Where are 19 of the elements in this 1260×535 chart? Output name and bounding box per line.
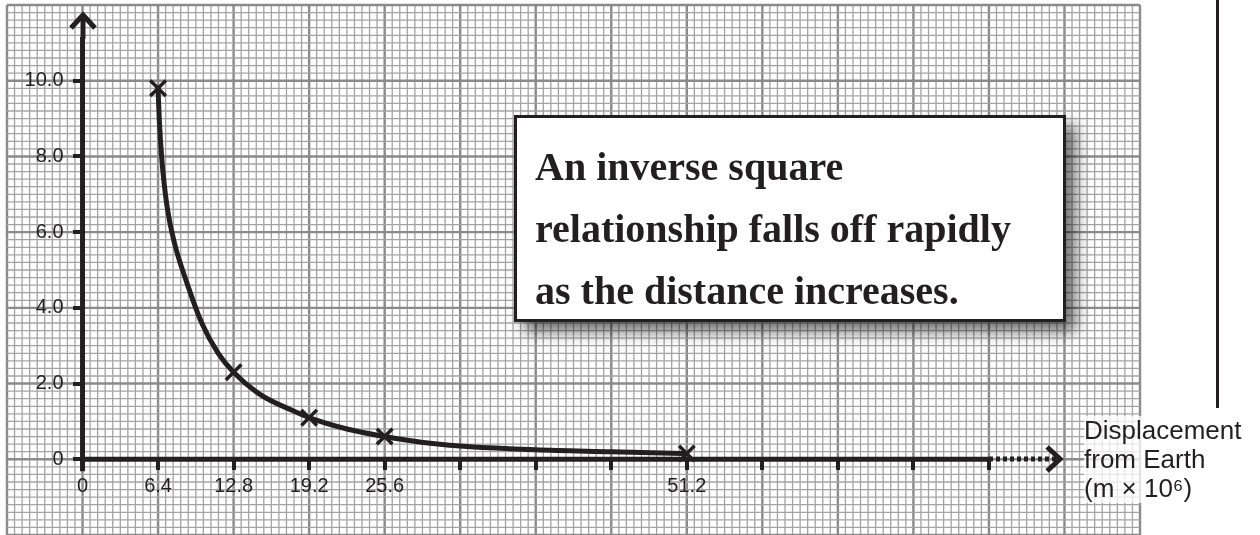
y-tick-label: 4.0 xyxy=(35,295,64,318)
x-tick-label: 6.4 xyxy=(144,473,172,496)
y-tick-label: 0 xyxy=(52,446,64,469)
y-tick-label: 8.0 xyxy=(35,143,64,166)
x-tick-label: 51.2 xyxy=(667,473,707,496)
y-tick-label: 6.0 xyxy=(35,219,64,242)
point xyxy=(148,78,168,98)
point xyxy=(375,427,395,447)
annotation: An inverse square relationship falls off rapidly as the distance increases. xyxy=(514,115,1066,322)
x-tick-label: 25.6 xyxy=(365,473,405,496)
point xyxy=(299,408,319,428)
x-tick-label: 0 xyxy=(76,473,89,496)
point xyxy=(224,362,244,382)
y-tick-label: 2.0 xyxy=(35,371,64,394)
x-tick-label: 19.2 xyxy=(289,473,329,496)
point xyxy=(677,444,697,464)
x-tick-label: 12.8 xyxy=(214,473,254,496)
x-axis-title: Displacement from Earth (m × 10⁶) xyxy=(1084,415,1242,503)
y-tick-label: 10.0 xyxy=(24,68,64,91)
